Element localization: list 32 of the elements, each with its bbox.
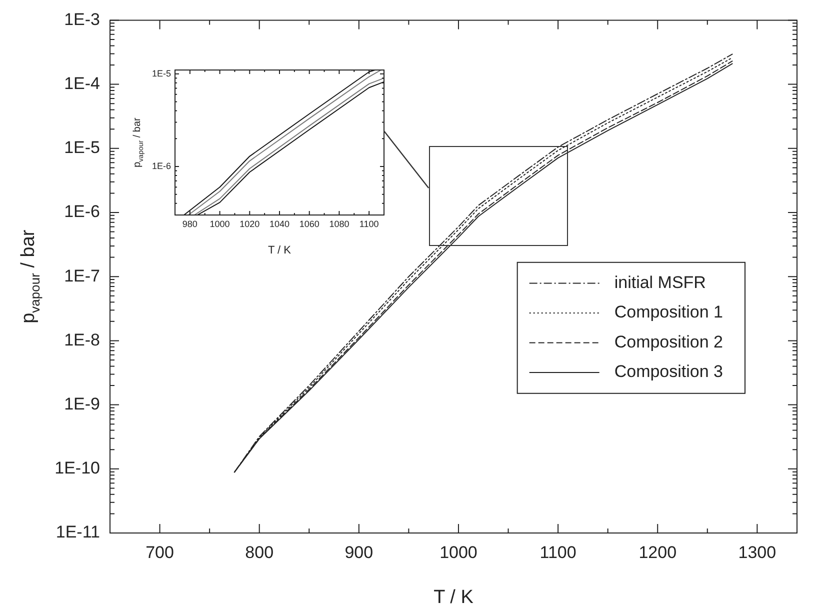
legend-label: Composition 2 — [614, 332, 724, 352]
x-tick-label: 1100 — [359, 218, 379, 229]
x-tick-label: 700 — [146, 542, 174, 562]
x-tick-label: 1060 — [299, 218, 320, 229]
legend-label: Composition 1 — [614, 302, 724, 322]
x-tick-label: 1000 — [440, 542, 478, 562]
y-tick-label: 1E-9 — [64, 394, 100, 414]
y-tick-label: 1E-6 — [152, 161, 171, 172]
y-tick-label: 1E-5 — [64, 138, 100, 158]
y-axis-title: pvapour / bar — [18, 229, 43, 324]
x-axis-title: T / K — [434, 586, 474, 608]
x-tick-label: 980 — [182, 218, 198, 229]
x-tick-label: 1100 — [540, 542, 576, 562]
y-tick-label: 1E-6 — [64, 202, 100, 222]
x-tick-label: 1000 — [210, 218, 230, 229]
x-tick-label: 900 — [344, 542, 374, 562]
y-tick-label: 1E-11 — [56, 522, 100, 542]
y-tick-label: 1E-3 — [64, 10, 100, 29]
x-axis-title: T / K — [268, 244, 292, 256]
y-tick-label: 1E-4 — [64, 74, 100, 93]
y-tick-label: 1E-8 — [64, 330, 100, 350]
legend-label: Composition 3 — [614, 362, 724, 382]
legend-label: initial MSFR — [614, 272, 706, 292]
x-tick-label: 1020 — [240, 218, 260, 229]
x-tick-label: 1200 — [638, 542, 677, 562]
y-tick-label: 1E-7 — [64, 266, 100, 286]
x-tick-label: 800 — [245, 542, 274, 562]
x-tick-label: 1300 — [738, 542, 776, 562]
y-tick-label: 1E-5 — [152, 68, 171, 78]
x-tick-label: 1080 — [329, 218, 350, 229]
x-tick-label: 1040 — [269, 218, 290, 229]
y-tick-label: 1E-10 — [54, 458, 100, 478]
